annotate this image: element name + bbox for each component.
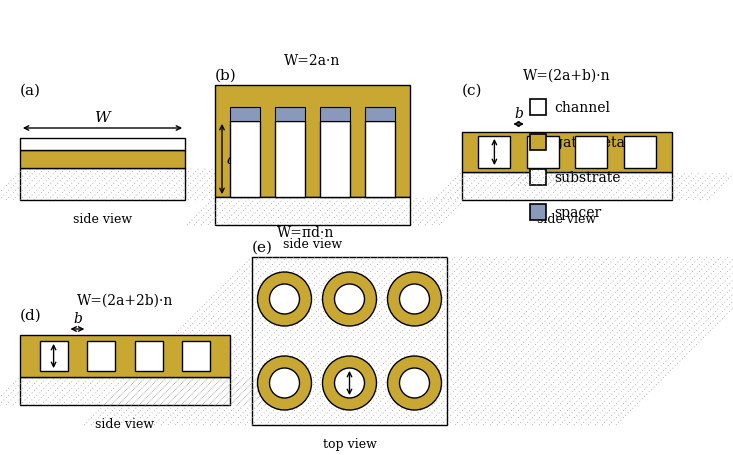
Text: a: a	[498, 146, 506, 160]
Bar	[320, 122, 350, 197]
Text: side view: side view	[95, 417, 155, 430]
Text: spacer: spacer	[554, 206, 601, 219]
Bar	[624, 136, 655, 169]
Bar	[462, 172, 672, 201]
Bar	[252, 258, 447, 425]
Text: side view: side view	[537, 212, 597, 226]
Text: W=πd·n: W=πd·n	[277, 226, 334, 239]
Circle shape	[334, 368, 364, 398]
Text: (c): (c)	[462, 84, 482, 98]
Bar	[530, 205, 546, 221]
Text: W=(2a+b)·n: W=(2a+b)·n	[523, 69, 611, 83]
Text: (e): (e)	[252, 241, 273, 254]
Bar	[87, 341, 115, 371]
Circle shape	[399, 284, 430, 314]
Text: (d): (d)	[20, 308, 42, 322]
Bar	[530, 170, 546, 186]
Circle shape	[257, 356, 312, 410]
Text: gate metal: gate metal	[554, 136, 630, 150]
Bar	[183, 341, 210, 371]
Bar	[230, 122, 260, 197]
Text: top view: top view	[323, 437, 377, 450]
Bar	[20, 169, 185, 201]
Bar	[275, 108, 305, 122]
Text: W: W	[95, 111, 110, 125]
Bar	[20, 335, 230, 377]
Circle shape	[399, 368, 430, 398]
Bar	[530, 100, 546, 116]
Text: d: d	[353, 376, 361, 390]
Bar	[215, 197, 410, 226]
Circle shape	[388, 273, 441, 326]
Text: substrate: substrate	[554, 171, 621, 185]
Bar	[20, 139, 185, 151]
Bar	[230, 108, 260, 122]
Bar	[365, 122, 395, 197]
Bar	[20, 377, 230, 405]
Bar	[40, 341, 67, 371]
Bar	[320, 108, 350, 122]
Text: a: a	[56, 349, 65, 363]
Text: W=2a·n: W=2a·n	[284, 54, 341, 68]
Circle shape	[334, 284, 364, 314]
Bar	[479, 136, 510, 169]
Text: a: a	[226, 153, 235, 167]
Bar	[575, 136, 607, 169]
Bar	[365, 108, 395, 122]
Bar	[527, 136, 559, 169]
Circle shape	[270, 284, 300, 314]
Circle shape	[323, 273, 377, 326]
Text: (a): (a)	[20, 84, 41, 98]
Text: W=(2a+2b)·n: W=(2a+2b)·n	[77, 293, 173, 307]
Text: side view: side view	[283, 238, 342, 250]
Bar	[275, 122, 305, 197]
Bar	[135, 341, 163, 371]
Circle shape	[257, 273, 312, 326]
Bar	[20, 151, 185, 169]
Bar	[462, 133, 672, 172]
Circle shape	[270, 368, 300, 398]
Circle shape	[388, 356, 441, 410]
Text: (b): (b)	[215, 69, 237, 83]
Text: side view: side view	[73, 212, 132, 226]
Circle shape	[323, 356, 377, 410]
Text: b: b	[73, 311, 82, 325]
Text: b: b	[514, 107, 523, 121]
Text: channel: channel	[554, 101, 610, 115]
Bar	[530, 135, 546, 151]
Bar	[215, 86, 410, 197]
